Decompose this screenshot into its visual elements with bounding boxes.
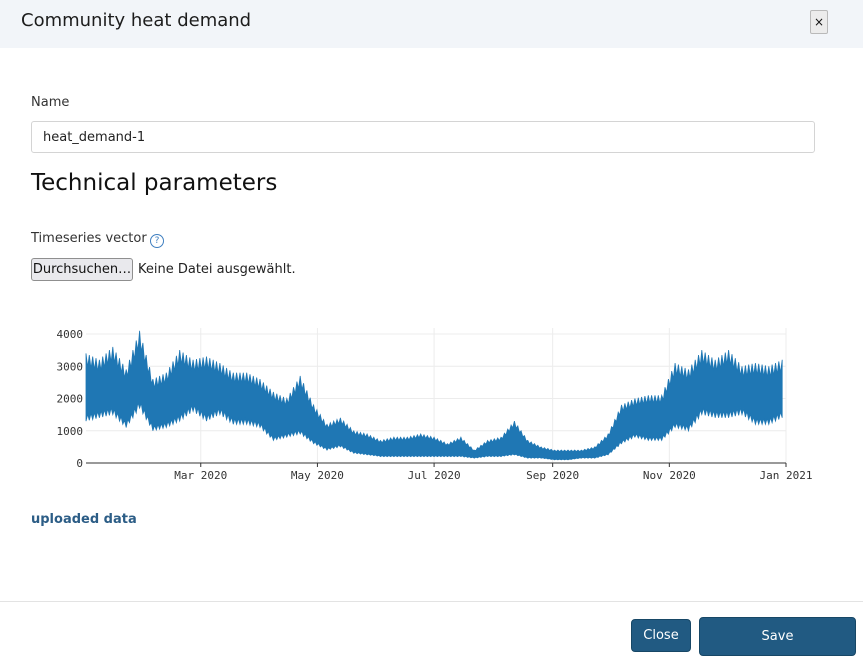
section-title: Technical parameters [31, 170, 278, 196]
modal-close-button[interactable]: × [810, 10, 828, 34]
series-band [85, 330, 783, 461]
y-tick-label: 1000 [57, 425, 84, 438]
save-button[interactable]: Save [699, 617, 856, 656]
name-input[interactable] [31, 121, 815, 153]
footer-divider [0, 601, 863, 602]
y-tick-label: 2000 [57, 393, 84, 406]
y-tick-label: 4000 [57, 328, 84, 341]
close-button[interactable]: Close [631, 619, 691, 652]
y-tick-label: 0 [76, 457, 83, 470]
x-tick-label: Jul 2020 [408, 469, 461, 482]
x-tick-label: Nov 2020 [643, 469, 696, 482]
file-status-text: Keine Datei ausgewählt. [138, 262, 296, 277]
modal-title: Community heat demand [21, 10, 252, 31]
y-tick-label: 3000 [57, 360, 84, 373]
modal-header: Community heat demand × [0, 0, 863, 48]
x-tick-label: May 2020 [291, 469, 344, 482]
uploaded-data-link[interactable]: uploaded data [31, 512, 137, 527]
question-circle-icon[interactable]: ? [150, 234, 164, 248]
name-label: Name [31, 95, 70, 110]
file-browse-button[interactable]: Durchsuchen… [31, 258, 133, 281]
x-tick-label: Mar 2020 [174, 469, 227, 482]
timeseries-label: Timeseries vector [31, 231, 147, 246]
x-tick-label: Jan 2021 [760, 469, 813, 482]
timeseries-chart: 0 1000 2000 3000 4000 Mar 2020 May 2020 Jul 202… [57, 328, 813, 482]
x-tick-label: Sep 2020 [526, 469, 579, 482]
